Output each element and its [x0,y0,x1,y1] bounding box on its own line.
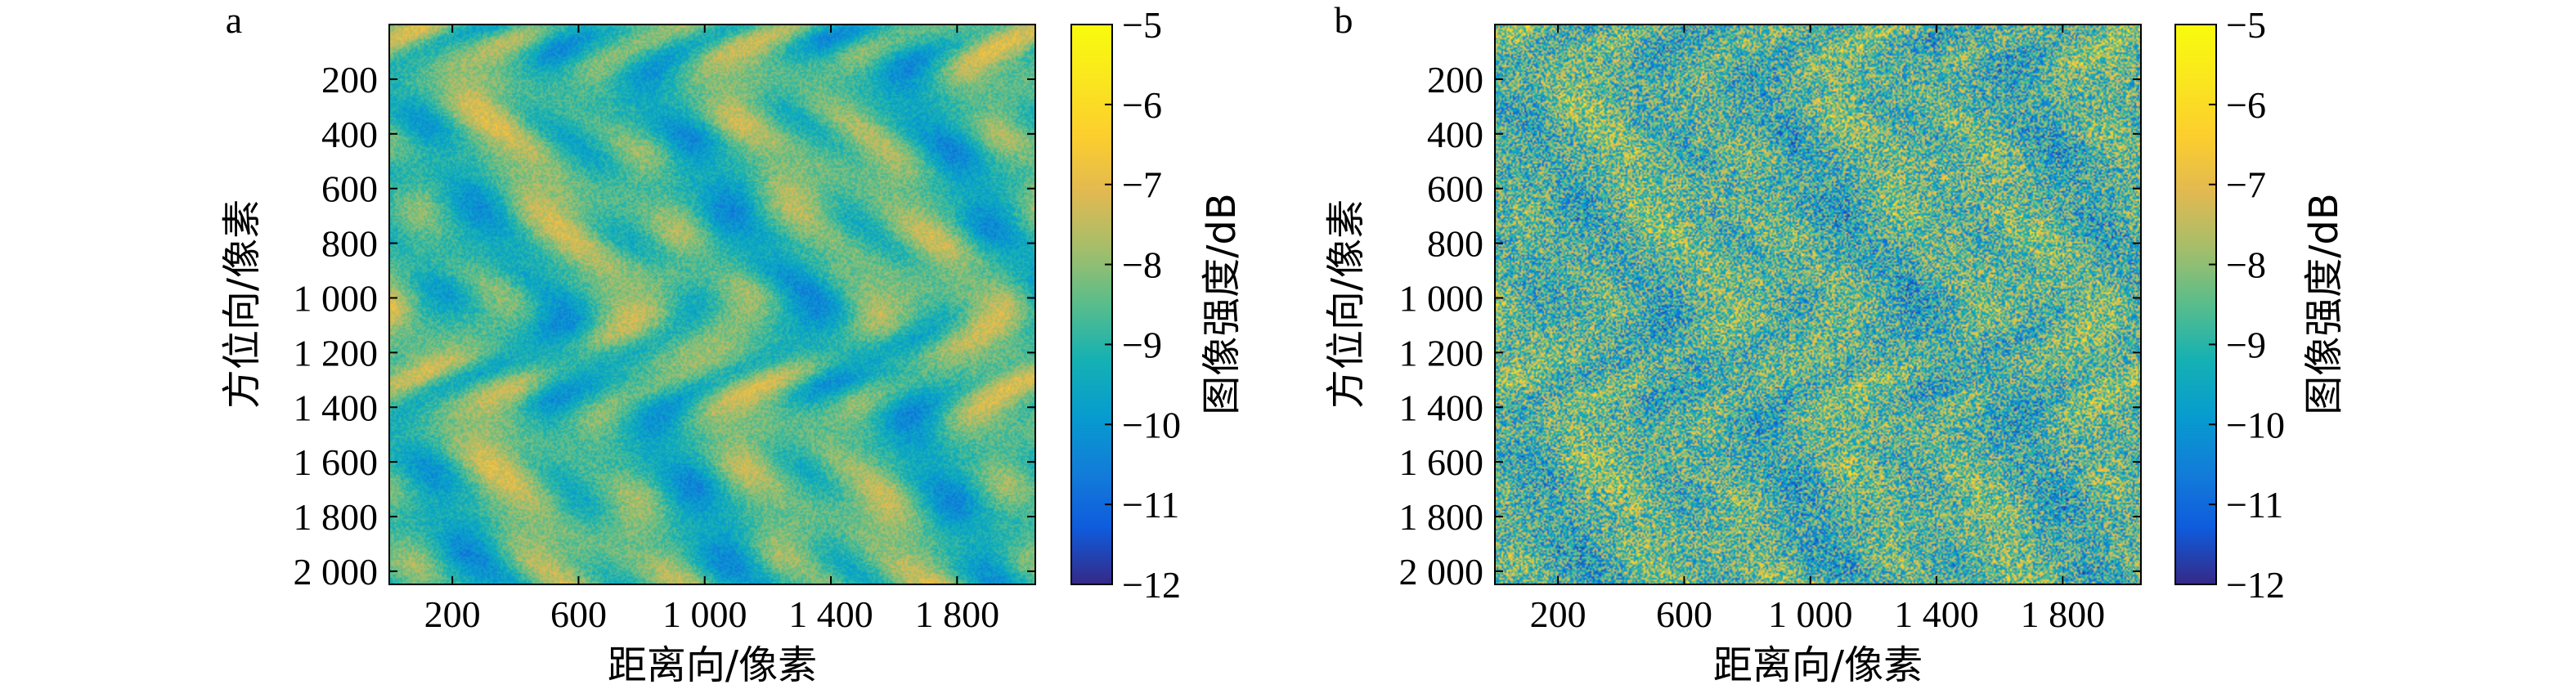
y-axis-b: 200 400 600 800 1 000 1 200 1 400 1 600 1 800 2 0… [1399,59,2141,593]
colorbar-tick-label: −11 [2226,484,2283,526]
colorbar-title-a: 图像强度/dB [1199,193,1245,415]
x-axis-b: 200 600 1 000 1 400 1 800 [1530,25,2105,635]
y-tick-label: 600 [1427,168,1483,210]
y-tick-label: 1 800 [294,496,379,538]
y-tick-label: 800 [321,223,378,265]
colorbar-tick-label: −8 [2226,244,2266,286]
heatmap-a [389,25,1035,584]
x-tick-label: 1 400 [788,593,873,635]
colorbar-tick-label: −5 [1122,4,1162,46]
y-axis-title-a: 方位向/像素 [219,199,265,409]
y-tick-label: 200 [321,59,378,101]
colorbar-frame-b [2174,24,2217,585]
colorbar-tick-label: −9 [2226,324,2266,365]
plot-frame-b [1494,24,2142,585]
colorbar-tick-label: −6 [2226,84,2266,126]
y-tick-label: 1 000 [294,277,379,319]
y-tick-label: 1 200 [1399,332,1484,374]
colorbar-tick-label: −11 [1122,484,1179,526]
y-tick-label: 2 000 [294,551,379,593]
colorbar-b [2175,25,2216,584]
y-axis-title-b: 方位向/像素 [1323,199,1369,409]
colorbar-tick-label: −7 [2226,164,2266,206]
colorbar-frame-a [1070,24,1113,585]
colorbar-title-b: 图像强度/dB [2301,193,2347,415]
y-tick-label: 1 800 [1399,496,1484,538]
x-tick-label: 1 000 [662,593,747,635]
y-tick-label: 1 200 [294,332,379,374]
colorbar-tick-label: −5 [2226,4,2266,46]
y-tick-label: 1 600 [1399,441,1484,483]
x-tick-label: 600 [550,593,607,635]
plot-frame-a [388,24,1036,585]
colorbar-ticks-a: −5 −6 −7 −8 −9 −10 −11 −12 [1105,4,1181,606]
x-tick-label: 1 800 [2021,593,2106,635]
y-tick-label: 400 [1427,114,1483,155]
y-axis-a: 200 400 600 800 1 000 1 200 1 400 1 600 1 800 2 0… [294,59,1035,593]
colorbar-tick-label: −10 [1122,404,1181,445]
y-tick-label: 2 000 [1399,551,1484,593]
y-tick-label: 600 [321,168,378,210]
colorbar-tick-label: −12 [1122,564,1181,606]
colorbar-tick-label: −12 [2226,564,2285,606]
colorbar-tick-label: −10 [2226,404,2285,445]
y-tick-label: 1 400 [1399,387,1484,428]
y-tick-label: 1 600 [294,441,379,483]
y-tick-label: 400 [321,114,378,155]
colorbar-ticks-b: −5 −6 −7 −8 −9 −10 −11 −12 [2209,4,2285,606]
y-tick-label: 1 400 [294,387,379,428]
x-tick-label: 1 400 [1894,593,1979,635]
x-tick-label: 200 [1530,593,1586,635]
colorbar-tick-label: −7 [1122,164,1162,206]
panel-label-a: a [226,0,242,41]
heatmap-b [1495,25,2141,584]
colorbar-tick-label: −8 [1122,244,1162,286]
x-axis-title-a: 距离向/像素 [608,642,817,688]
x-tick-label: 600 [1656,593,1712,635]
colorbar-tick-label: −9 [1122,324,1162,365]
x-axis-title-b: 距离向/像素 [1713,642,1923,688]
y-tick-label: 1 000 [1399,277,1484,319]
x-tick-label: 200 [424,593,481,635]
colorbar-tick-label: −6 [1122,84,1162,126]
y-tick-label: 200 [1427,59,1483,101]
x-tick-label: 1 000 [1768,593,1853,635]
colorbar-a [1071,25,1112,584]
y-tick-label: 800 [1427,223,1483,265]
panel-label-b: b [1335,0,1353,41]
x-axis-a: 200 600 1 000 1 400 1 800 [424,25,999,635]
x-tick-label: 1 800 [915,593,1000,635]
